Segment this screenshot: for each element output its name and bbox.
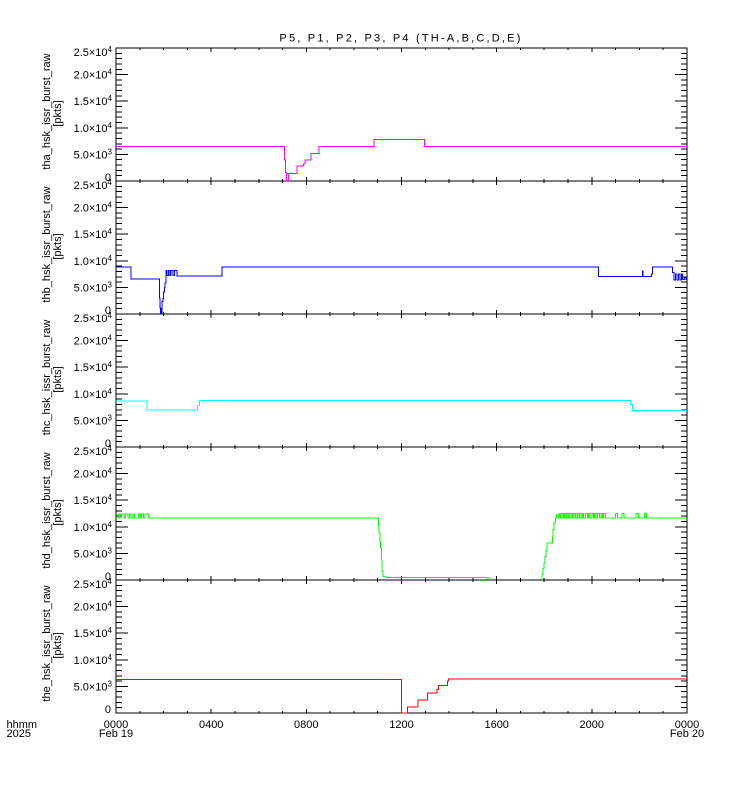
svg-text:Feb 20: Feb 20 — [670, 728, 704, 740]
svg-text:0: 0 — [105, 172, 111, 184]
svg-text:1.5×104: 1.5×104 — [74, 227, 113, 241]
svg-text:1600: 1600 — [484, 719, 508, 731]
svg-text:0: 0 — [105, 704, 111, 716]
svg-text:[pkts]: [pkts] — [52, 233, 64, 259]
svg-text:[pkts]: [pkts] — [52, 499, 64, 525]
svg-text:1.5×104: 1.5×104 — [74, 94, 113, 108]
svg-text:1.0×104: 1.0×104 — [74, 254, 113, 268]
svg-text:2.5×104: 2.5×104 — [74, 311, 113, 325]
svg-text:0800: 0800 — [294, 719, 318, 731]
svg-text:1.0×104: 1.0×104 — [74, 121, 113, 135]
svg-text:0400: 0400 — [199, 719, 223, 731]
svg-text:thb_hsk_issr_burst_raw: thb_hsk_issr_burst_raw — [41, 186, 53, 302]
svg-text:tha_hsk_issr_burst_raw: tha_hsk_issr_burst_raw — [41, 53, 53, 169]
svg-text:5.0×103: 5.0×103 — [74, 413, 113, 427]
svg-text:1.5×104: 1.5×104 — [74, 493, 113, 507]
svg-text:1.0×104: 1.0×104 — [74, 520, 113, 534]
svg-text:2.0×104: 2.0×104 — [74, 467, 113, 481]
svg-text:1200: 1200 — [389, 719, 413, 731]
svg-text:5.0×103: 5.0×103 — [74, 147, 113, 161]
svg-text:thc_hsk_issr_burst_raw: thc_hsk_issr_burst_raw — [41, 320, 53, 436]
svg-text:2.5×104: 2.5×104 — [74, 45, 113, 59]
svg-text:hhmm: hhmm — [7, 719, 38, 731]
svg-text:5.0×103: 5.0×103 — [74, 280, 113, 294]
svg-text:5.0×103: 5.0×103 — [74, 679, 113, 693]
svg-text:0000: 0000 — [675, 719, 699, 731]
svg-text:1.0×104: 1.0×104 — [74, 387, 113, 401]
svg-text:1.5×104: 1.5×104 — [74, 626, 113, 640]
svg-text:5.0×103: 5.0×103 — [74, 546, 113, 560]
svg-text:P5, P1, P2, P3, P4 (TH-A,B,C,D: P5, P1, P2, P3, P4 (TH-A,B,C,D,E) — [279, 33, 522, 45]
svg-text:the_hsk_issr_burst_raw: the_hsk_issr_burst_raw — [41, 585, 53, 701]
svg-text:0: 0 — [105, 571, 111, 583]
svg-text:2025: 2025 — [7, 728, 31, 740]
svg-text:[pkts]: [pkts] — [52, 632, 64, 658]
svg-text:2000: 2000 — [580, 719, 604, 731]
svg-text:Feb 19: Feb 19 — [99, 728, 133, 740]
svg-text:0000: 0000 — [104, 719, 128, 731]
svg-text:[pkts]: [pkts] — [52, 366, 64, 392]
svg-text:2.5×104: 2.5×104 — [74, 178, 113, 192]
svg-text:0: 0 — [105, 305, 111, 317]
svg-text:2.0×104: 2.0×104 — [74, 600, 113, 614]
svg-text:2.5×104: 2.5×104 — [74, 577, 113, 591]
svg-text:1.5×104: 1.5×104 — [74, 360, 113, 374]
svg-text:[pkts]: [pkts] — [52, 100, 64, 126]
svg-text:thd_hsk_issr_burst_raw: thd_hsk_issr_burst_raw — [41, 452, 53, 568]
svg-text:2.0×104: 2.0×104 — [74, 68, 113, 82]
svg-text:0: 0 — [105, 438, 111, 450]
svg-text:1.0×104: 1.0×104 — [74, 653, 113, 667]
svg-text:2.0×104: 2.0×104 — [74, 201, 113, 215]
svg-text:2.0×104: 2.0×104 — [74, 334, 113, 348]
svg-text:2.5×104: 2.5×104 — [74, 444, 113, 458]
